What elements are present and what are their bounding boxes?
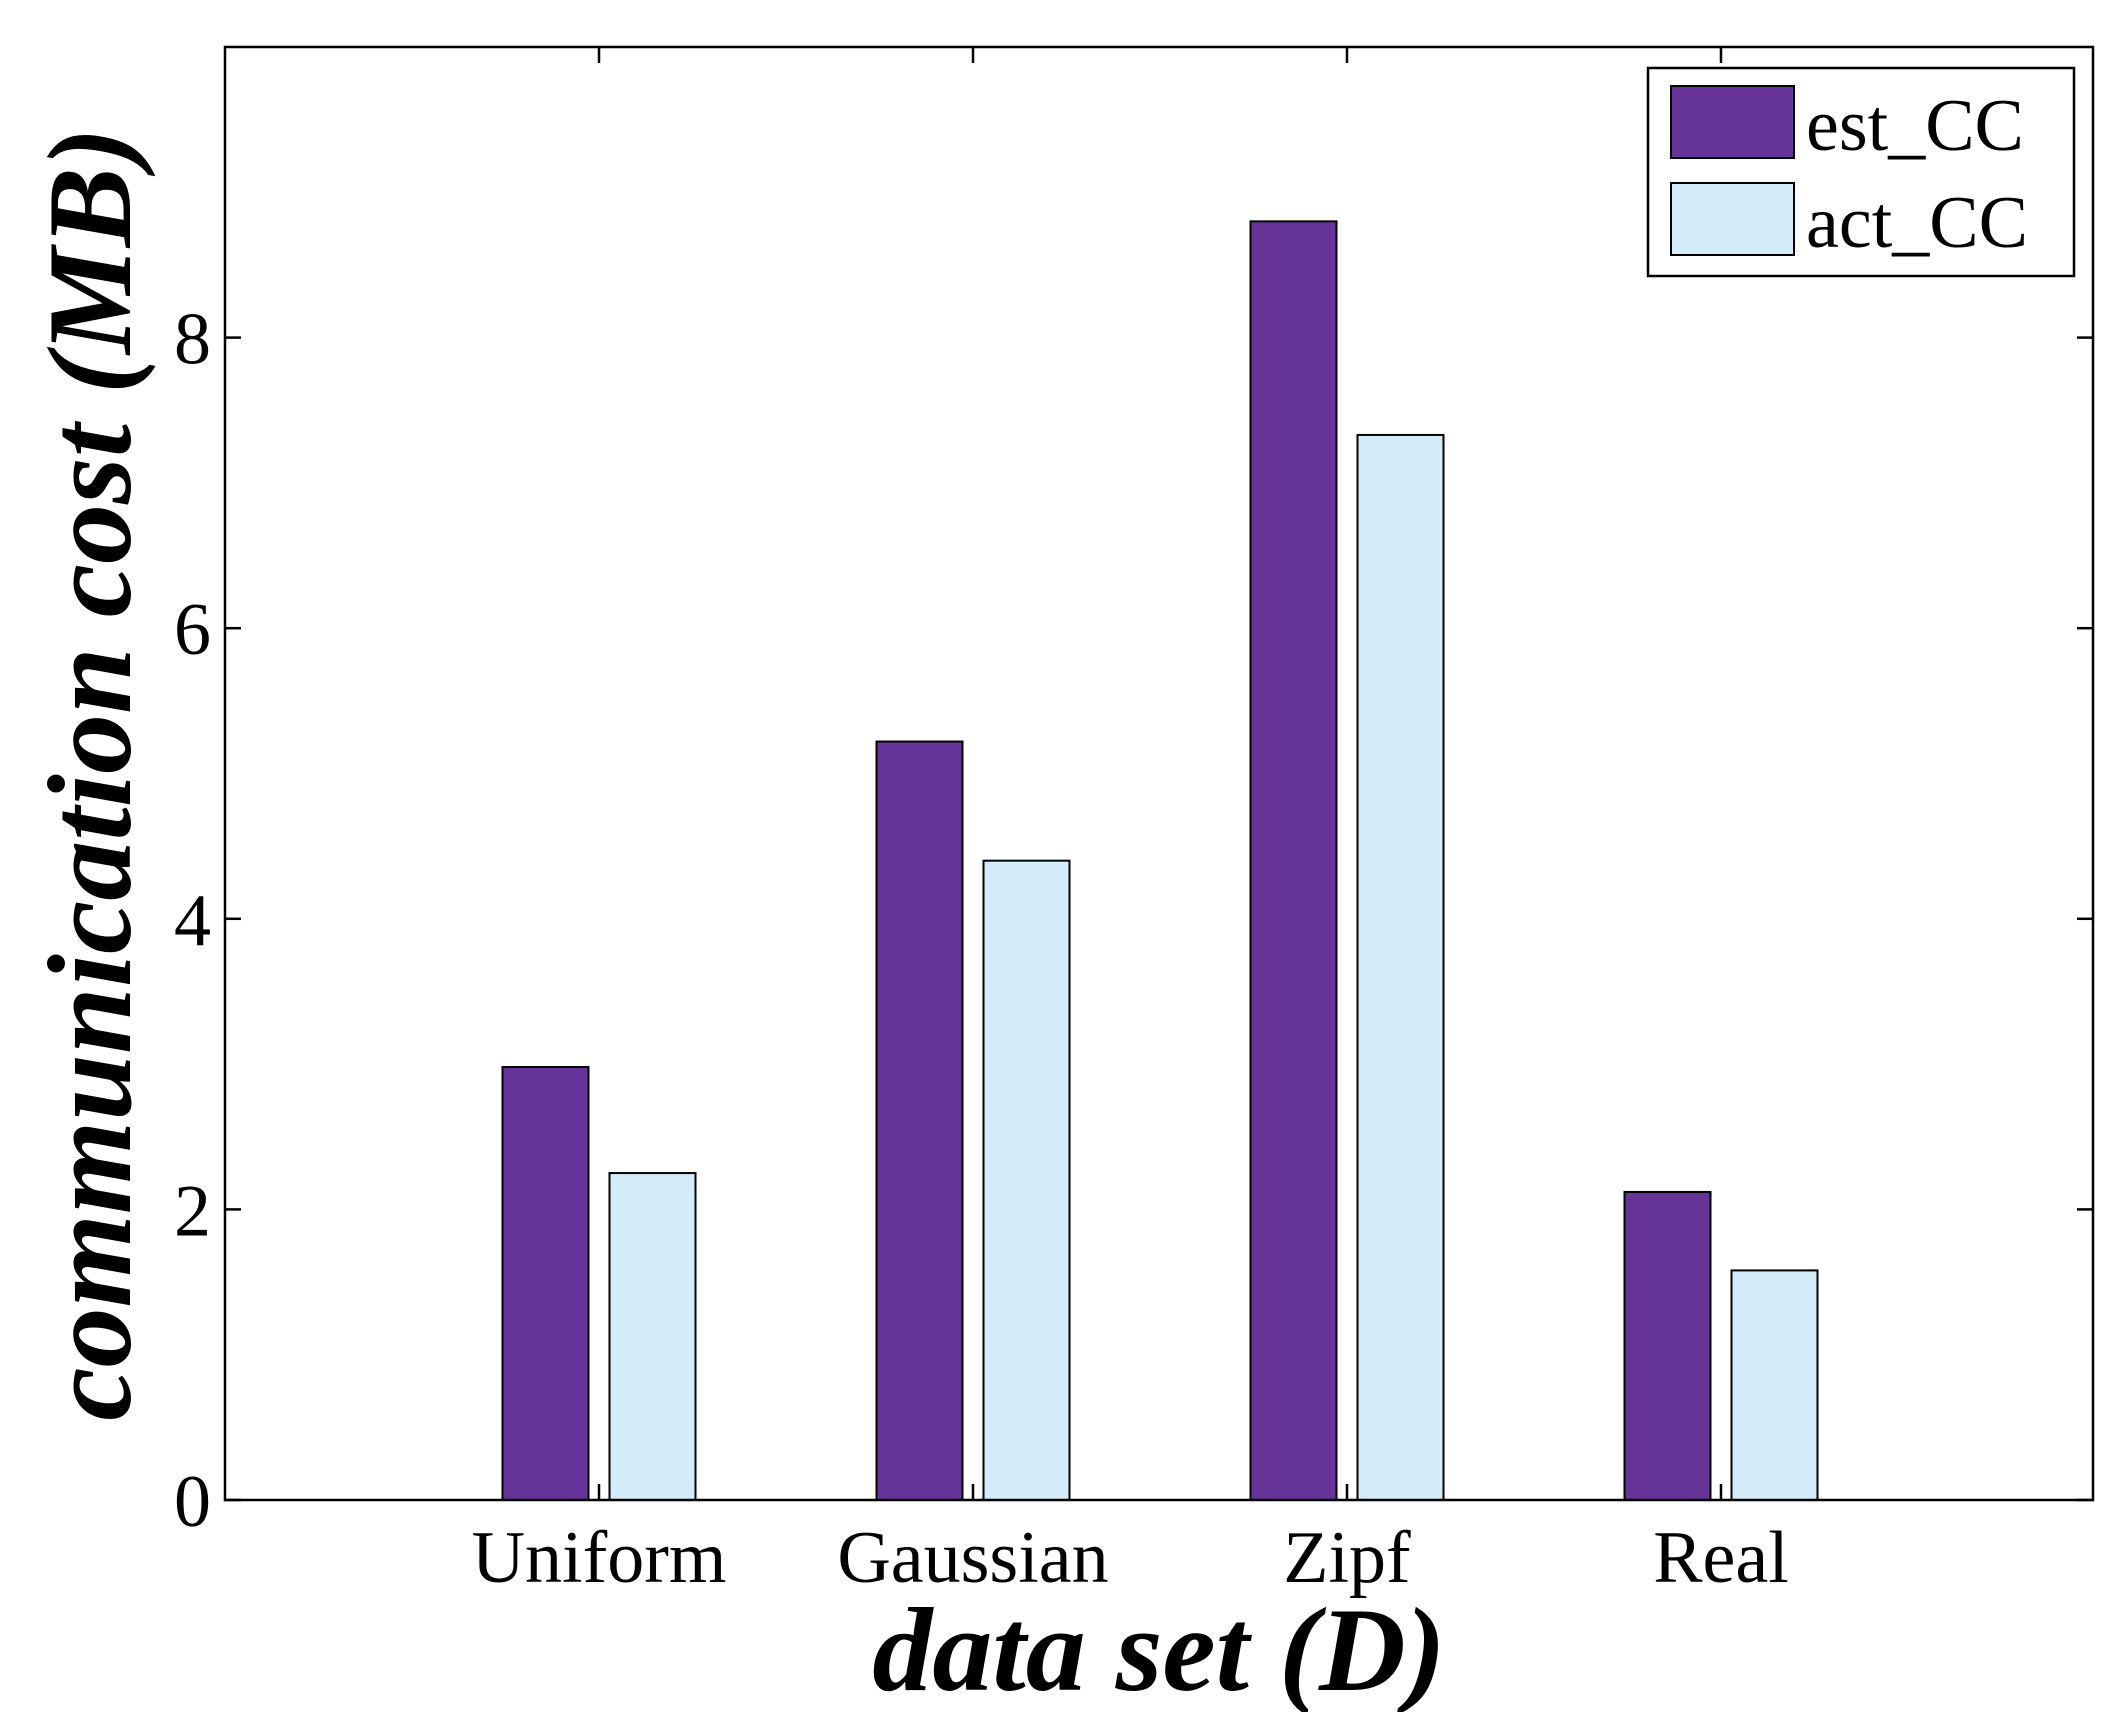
x-axis-label: data set (D): [872, 1583, 1445, 1712]
y-axis-label: communication cost (MB): [23, 127, 156, 1420]
y-tick-label-2: 2: [174, 1170, 211, 1252]
bar-zipf-est-cc: [1249, 220, 1338, 1502]
x-tick-label-zipf: Zipf: [1283, 1517, 1411, 1599]
y-tick-label-0: 0: [174, 1461, 211, 1543]
x-tick-label-uniform: Uniform: [472, 1517, 727, 1599]
bar-gaussian-est-cc: [875, 740, 964, 1501]
bar-real-act-cc: [1730, 1269, 1819, 1502]
legend-label-act-cc: act_CC: [1806, 182, 2028, 264]
bar-zipf-act-cc: [1356, 433, 1445, 1501]
x-tick-label-real: Real: [1653, 1517, 1789, 1599]
y-tick-label-6: 6: [174, 589, 211, 671]
legend-swatch-est-cc: [1670, 85, 1795, 159]
legend-swatch-act-cc: [1670, 182, 1795, 256]
bar-real-est-cc: [1623, 1190, 1712, 1501]
legend: est_CC act_CC: [1646, 66, 2076, 278]
y-tick-label-4: 4: [174, 880, 211, 962]
x-tick-label-gaussian: Gaussian: [837, 1517, 1108, 1599]
legend-label-est-cc: est_CC: [1806, 85, 2024, 167]
bar-uniform-act-cc: [608, 1172, 697, 1501]
bar-gaussian-act-cc: [982, 859, 1071, 1501]
bar-uniform-est-cc: [501, 1066, 590, 1501]
plot-frame: [223, 45, 2095, 1502]
bars-layer: [501, 220, 1819, 1502]
y-tick-labels: 0 2 4 6 8: [174, 299, 211, 1543]
y-tick-label-8: 8: [174, 299, 211, 381]
x-tick-labels: Uniform Gaussian Zipf Real: [472, 1517, 1789, 1599]
